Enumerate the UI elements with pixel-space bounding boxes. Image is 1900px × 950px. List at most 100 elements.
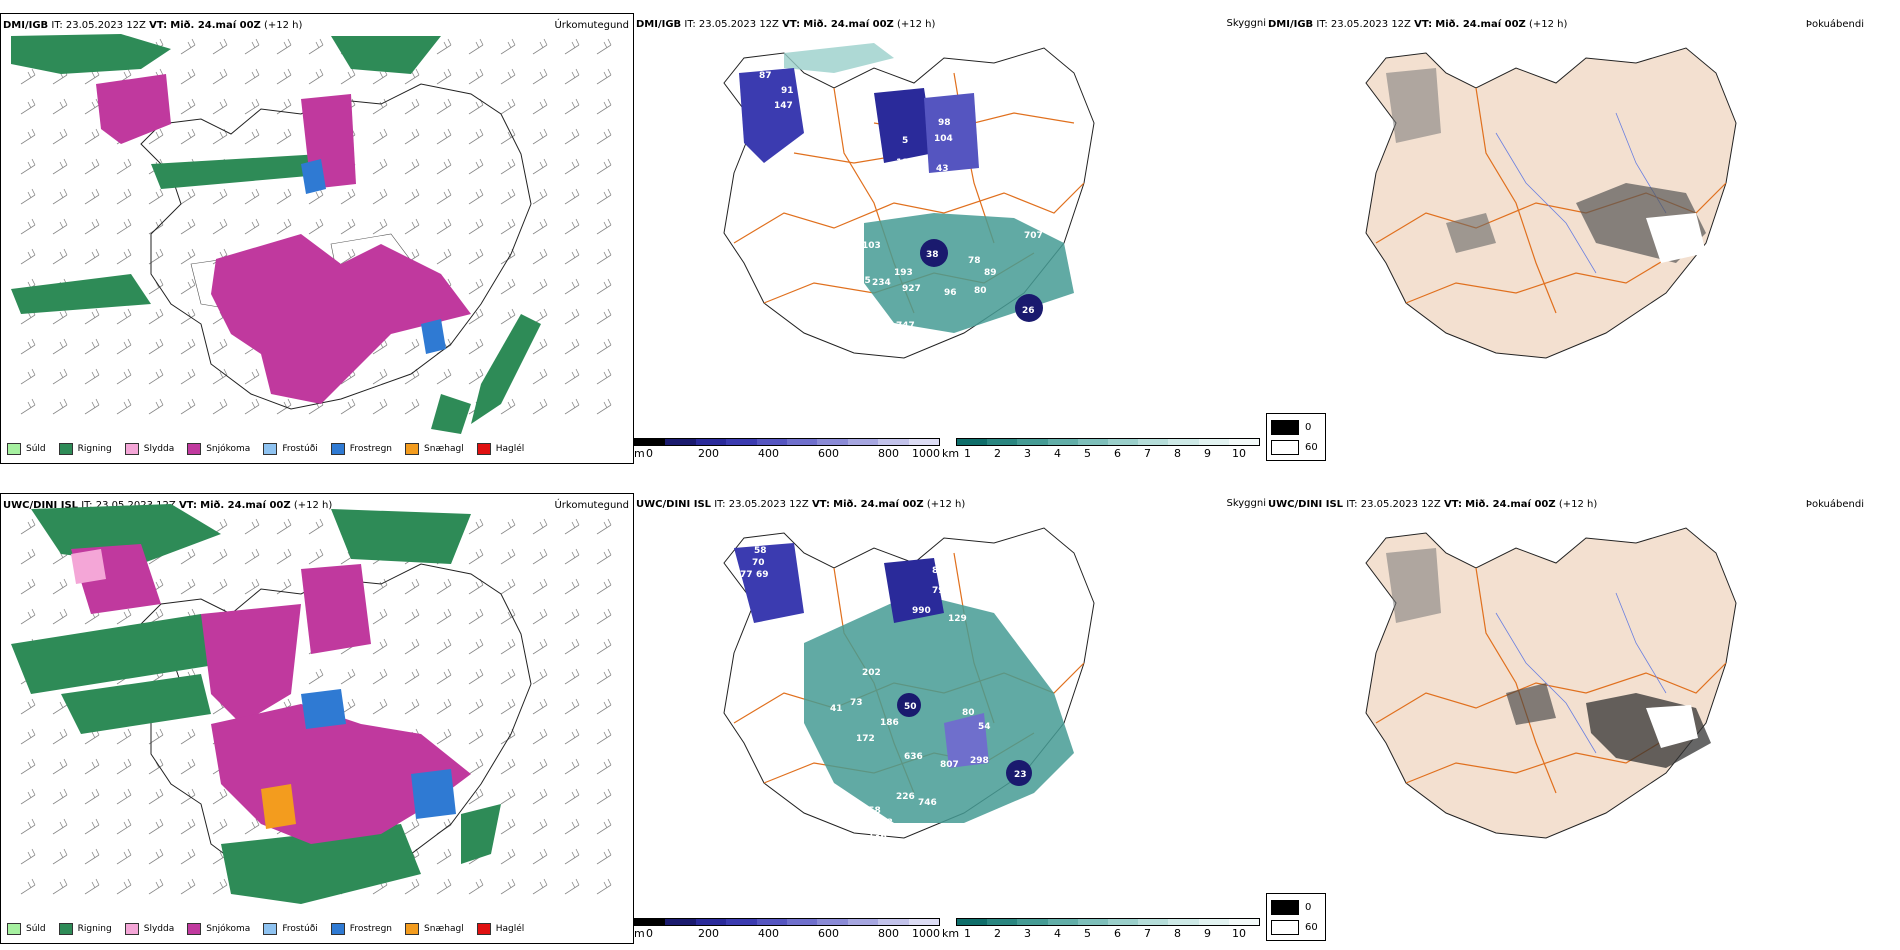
wind-barb — [180, 38, 196, 55]
vis-number: 50 — [904, 702, 917, 712]
vis-number: 78 — [968, 256, 981, 266]
panel-variable-label: Úrkomutegund — [554, 500, 629, 511]
wind-barb — [468, 128, 484, 145]
fog-legend-row: 0 — [1271, 900, 1311, 915]
wind-barb — [596, 398, 612, 415]
wind-barb — [276, 98, 292, 115]
wind-barb — [116, 608, 132, 625]
legend-item: Haglél — [476, 443, 524, 455]
vis-number: 73 — [850, 698, 863, 708]
wind-barb — [500, 608, 516, 625]
wind-barb — [20, 698, 36, 715]
wind-barb — [500, 878, 516, 895]
wind-barb — [596, 38, 612, 55]
wind-barb — [404, 98, 420, 115]
vis-number: 23 — [1014, 770, 1027, 780]
wind-barb — [404, 608, 420, 625]
wind-barb — [596, 848, 612, 865]
wind-barb — [372, 128, 388, 145]
wind-barb — [500, 848, 516, 865]
legend-swatch — [405, 443, 420, 455]
wind-barb — [532, 368, 548, 385]
fog-area — [1506, 683, 1556, 725]
wind-barb — [564, 698, 580, 715]
wind-barb — [564, 518, 580, 535]
wind-barb — [20, 878, 36, 895]
wind-barb — [52, 248, 68, 265]
wind-barb — [84, 158, 100, 175]
wind-barb — [276, 38, 292, 55]
wind-barb — [20, 548, 36, 565]
wind-barb — [500, 38, 516, 55]
wind-barb — [340, 218, 356, 235]
wind-barb — [468, 698, 484, 715]
low-vis-area — [734, 543, 804, 623]
wind-barb — [180, 758, 196, 775]
freezing-rain-area — [301, 689, 346, 729]
wind-barb — [500, 758, 516, 775]
wind-barb — [84, 818, 100, 835]
wind-barb — [500, 518, 516, 535]
rain-area — [221, 824, 421, 904]
wind-barb — [180, 128, 196, 145]
wind-barb — [564, 368, 580, 385]
vis-number: 234 — [872, 278, 891, 288]
fog-swatch — [1271, 900, 1299, 915]
wind-barb — [84, 338, 100, 355]
visibility-map: 58 70 69 77 85 79 143 129 990 202 50 41 … — [723, 527, 1095, 842]
vis-number: 990 — [912, 606, 931, 616]
fog-legend-row: 60 — [1271, 440, 1318, 455]
wind-barb — [564, 218, 580, 235]
wind-barb — [468, 788, 484, 805]
vis-number: 91 — [926, 194, 939, 204]
wind-barb — [84, 878, 100, 895]
wind-barb — [596, 638, 612, 655]
wind-barb — [84, 188, 100, 205]
wind-barb — [52, 848, 68, 865]
fog-swatch — [1271, 420, 1299, 435]
wind-barb — [20, 158, 36, 175]
vis-number: 143 — [966, 590, 985, 600]
wind-barb — [436, 98, 452, 115]
rain-area — [331, 509, 471, 564]
wind-barb — [116, 248, 132, 265]
precip-type-panel-1: DMI/IGB IT: 23.05.2023 12Z VT: Mið. 24.m… — [0, 13, 634, 464]
low-vis-area — [924, 93, 979, 173]
fog-area — [1386, 68, 1441, 143]
vis-number: 298 — [970, 756, 989, 766]
wind-barb — [468, 728, 484, 745]
wind-barb — [468, 878, 484, 895]
vis-number: 41 — [996, 181, 1009, 191]
wind-barb — [564, 728, 580, 745]
wind-barb — [244, 98, 260, 115]
wind-barb — [84, 788, 100, 805]
vis-number: 20 — [1014, 328, 1027, 338]
wind-barb — [468, 338, 484, 355]
visibility-km-colorbar — [956, 918, 1260, 926]
precip-legend: Súld Rigning Slydda Snjókoma Frostúði Fr… — [7, 923, 537, 935]
vis-number: 927 — [902, 284, 921, 294]
vis-number: 147 — [774, 101, 793, 111]
vis-number: 70 — [752, 558, 765, 568]
wind-barb — [596, 518, 612, 535]
snow-area — [301, 564, 371, 654]
wind-barb — [148, 788, 164, 805]
wind-barb — [532, 188, 548, 205]
wind-barb — [500, 68, 516, 85]
wind-barb — [596, 218, 612, 235]
wind-barb — [500, 98, 516, 115]
legend-swatch — [330, 923, 345, 935]
wind-barb — [596, 128, 612, 145]
wind-barb — [20, 848, 36, 865]
wind-barb — [436, 848, 452, 865]
vis-number: 87 — [759, 71, 772, 81]
wind-barb — [564, 608, 580, 625]
wind-barb — [52, 818, 68, 835]
wind-barb — [532, 98, 548, 115]
wind-barb — [20, 818, 36, 835]
fog-area — [1646, 213, 1706, 263]
wind-barb — [52, 578, 68, 595]
wind-barb — [308, 548, 324, 565]
legend-item: Slydda — [124, 443, 174, 455]
wind-barb — [564, 248, 580, 265]
